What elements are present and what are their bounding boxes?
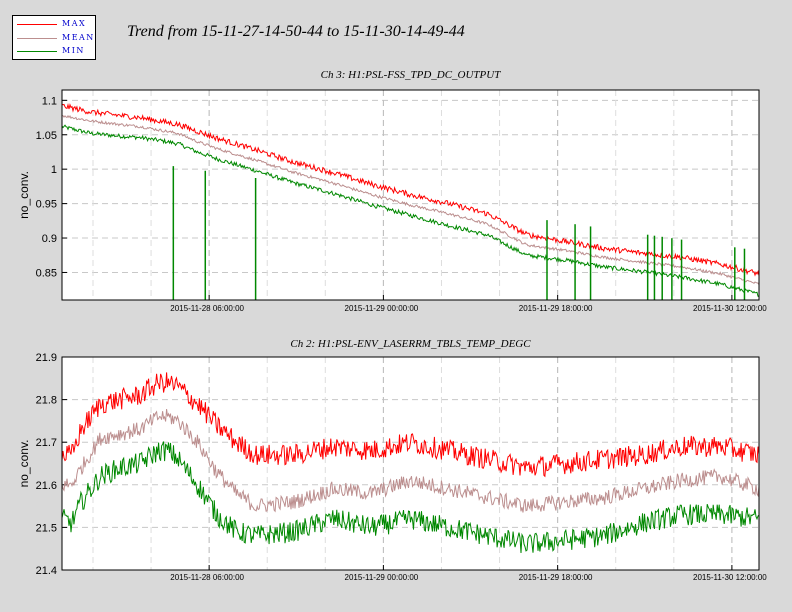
plot-tpd-dc-output: Ch 3: H1:PSL-FSS_TPD_DC_OUTPUT no_conv. 0.… bbox=[17, 69, 767, 313]
legend-swatch-max bbox=[17, 24, 57, 25]
legend-swatch-min bbox=[17, 51, 57, 52]
legend-item-max: MAX bbox=[17, 19, 95, 31]
chart-title: Ch 2: H1:PSL-ENV_LASERRM_TBLS_TEMP_DEGC bbox=[290, 338, 531, 350]
y-tick-label: 21.4 bbox=[36, 565, 57, 577]
y-tick-label: 21.6 bbox=[36, 480, 57, 492]
y-tick-label: 21.8 bbox=[36, 395, 57, 407]
x-tick-label: 2015-11-29 18:00:00 bbox=[519, 304, 593, 313]
legend-item-min: MIN bbox=[17, 46, 95, 58]
legend-item-mean: MEAN bbox=[17, 33, 95, 45]
series-line-mean bbox=[62, 408, 759, 513]
series-line-max bbox=[62, 372, 759, 478]
plot-frame bbox=[61, 89, 760, 301]
x-tick-label: 2015-11-29 00:00:00 bbox=[345, 304, 419, 313]
plot-frame bbox=[61, 356, 760, 571]
y-tick-label: 1.1 bbox=[42, 95, 57, 107]
series-line-mean bbox=[62, 114, 759, 285]
y-axis-label: no_conv. bbox=[17, 171, 31, 219]
x-tick-label: 2015-11-28 06:00:00 bbox=[170, 573, 244, 582]
legend-swatch-mean bbox=[17, 38, 57, 39]
y-tick-label: 1.05 bbox=[36, 130, 57, 142]
y-tick-label: 0.85 bbox=[36, 267, 57, 279]
x-tick-label: 2015-11-29 18:00:00 bbox=[519, 573, 593, 582]
legend: MAX MEAN MIN bbox=[12, 15, 96, 60]
series-line-min bbox=[62, 441, 759, 554]
plot-area bbox=[61, 356, 760, 571]
y-tick-label: 1 bbox=[51, 164, 57, 176]
chart-title: Ch 3: H1:PSL-FSS_TPD_DC_OUTPUT bbox=[321, 69, 502, 81]
x-tick-label: 2015-11-28 06:00:00 bbox=[170, 304, 244, 313]
y-tick-label: 21.5 bbox=[36, 522, 57, 534]
legend-label-max: MAX bbox=[62, 19, 87, 28]
plot-laser-room-temp: Ch 2: H1:PSL-ENV_LASERRM_TBLS_TEMP_DEGCn… bbox=[17, 338, 767, 582]
y-tick-label: 21.9 bbox=[36, 352, 57, 364]
main-title: Trend from 15-11-27-14-50-44 to 15-11-30… bbox=[127, 23, 465, 40]
y-axis-label: no_conv. bbox=[17, 440, 31, 488]
legend-label-min: MIN bbox=[62, 46, 85, 55]
y-tick-label: 21.7 bbox=[36, 437, 57, 449]
y-tick-label: 0.95 bbox=[36, 199, 57, 211]
x-tick-label: 2015-11-29 00:00:00 bbox=[345, 573, 419, 582]
series-line-min bbox=[62, 124, 759, 297]
y-tick-label: 0.9 bbox=[42, 233, 57, 245]
x-tick-label: 2015-11-30 12:00:00 bbox=[693, 304, 767, 313]
series-line-max bbox=[62, 102, 759, 277]
x-tick-label: 2015-11-30 12:00:00 bbox=[693, 573, 767, 582]
legend-label-mean: MEAN bbox=[62, 33, 95, 42]
